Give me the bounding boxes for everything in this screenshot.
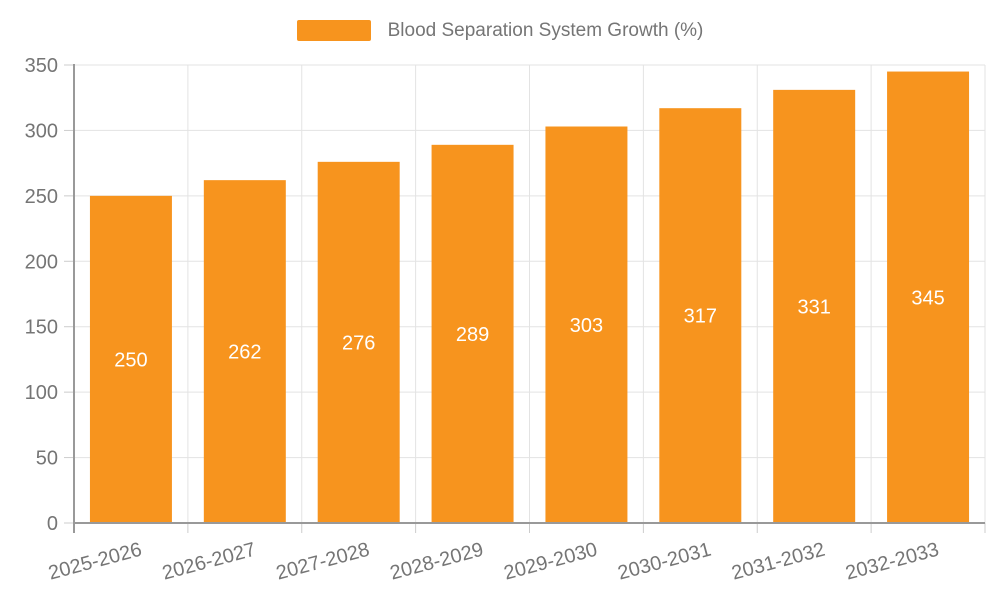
x-category-label: 2029-2030 (502, 539, 600, 585)
bar-value-label: 276 (342, 332, 375, 354)
y-tick-label: 150 (25, 317, 58, 339)
y-tick-label: 0 (47, 513, 58, 535)
bar-value-label: 345 (911, 287, 944, 309)
legend-swatch (296, 20, 371, 41)
legend[interactable]: Blood Separation System Growth (%) (0, 20, 1000, 41)
y-tick-label: 50 (36, 448, 58, 470)
legend-label: Blood Separation System Growth (%) (387, 20, 704, 41)
bar (659, 108, 742, 523)
x-category-label: 2026-2027 (160, 539, 258, 585)
x-category-label: 2028-2029 (388, 539, 486, 585)
bar-value-label: 250 (114, 349, 147, 371)
x-category-label: 2031-2032 (729, 539, 827, 585)
x-category-label: 2032-2033 (843, 539, 941, 585)
bar-value-label: 303 (570, 315, 603, 337)
y-tick-label: 250 (25, 186, 58, 208)
bar (545, 126, 628, 523)
bar (317, 161, 400, 523)
bar (203, 180, 286, 523)
y-tick-label: 350 (25, 55, 58, 77)
bar (431, 144, 514, 523)
x-category-label: 2030-2031 (616, 539, 714, 585)
bar-value-label: 317 (684, 306, 717, 328)
x-category-label: 2027-2028 (274, 539, 372, 585)
bar-value-label: 289 (456, 324, 489, 346)
bar (773, 89, 856, 523)
bar (89, 195, 172, 523)
y-tick-label: 100 (25, 382, 58, 404)
y-tick-label: 200 (25, 251, 58, 273)
y-tick-label: 300 (25, 120, 58, 142)
bar-value-label: 331 (798, 296, 831, 318)
bar-value-label: 262 (228, 342, 261, 364)
bar (887, 71, 970, 524)
x-category-label: 2025-2026 (46, 539, 144, 585)
